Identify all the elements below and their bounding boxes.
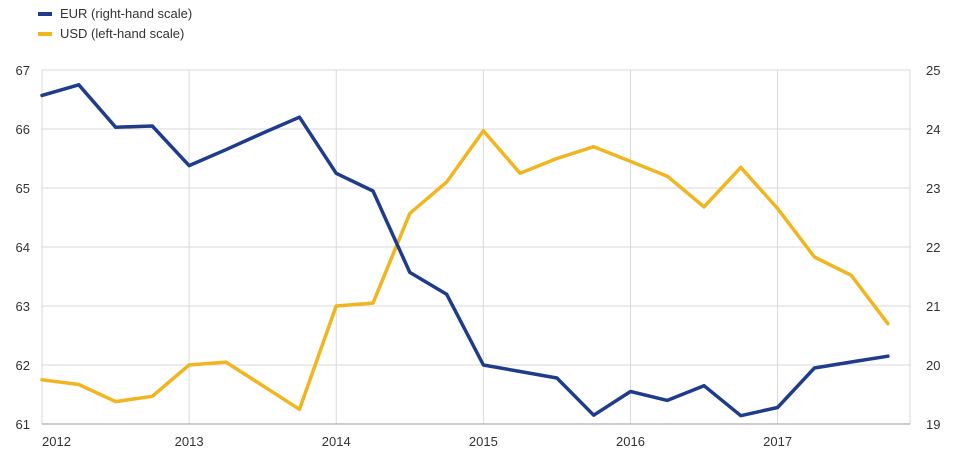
left-tick-label-5: 66 — [16, 122, 30, 137]
legend-item-eur: EUR (right-hand scale) — [38, 4, 192, 24]
right-tick-label-2: 21 — [926, 299, 940, 314]
right-tick-label-1: 20 — [926, 358, 940, 373]
left-tick-label-0: 61 — [16, 417, 30, 432]
legend-swatch-usd — [38, 32, 52, 36]
right-tick-label-0: 19 — [926, 417, 940, 432]
x-tick-label-4: 2016 — [616, 434, 645, 449]
legend-label-usd: USD (left-hand scale) — [60, 26, 185, 41]
x-tick-label-1: 2013 — [175, 434, 204, 449]
x-tick-label-0: 2012 — [42, 434, 71, 449]
right-tick-label-6: 25 — [926, 63, 940, 78]
legend-swatch-eur — [38, 12, 52, 16]
left-tick-label-1: 62 — [16, 358, 30, 373]
left-tick-label-3: 64 — [16, 240, 30, 255]
x-tick-label-3: 2015 — [469, 434, 498, 449]
right-tick-label-5: 24 — [926, 122, 940, 137]
series-line-usd — [40, 129, 890, 412]
legend-label-eur: EUR (right-hand scale) — [60, 6, 193, 21]
left-tick-label-6: 67 — [16, 63, 30, 78]
left-tick-label-4: 65 — [16, 181, 30, 196]
legend: EUR (right-hand scale) USD (left-hand sc… — [38, 4, 192, 44]
series-line-eur — [40, 83, 890, 418]
right-tick-label-3: 22 — [926, 240, 940, 255]
legend-item-usd: USD (left-hand scale) — [38, 24, 192, 44]
left-tick-label-2: 63 — [16, 299, 30, 314]
x-tick-label-5: 2017 — [763, 434, 792, 449]
right-tick-label-4: 23 — [926, 181, 940, 196]
x-tick-label-2: 2014 — [322, 434, 351, 449]
